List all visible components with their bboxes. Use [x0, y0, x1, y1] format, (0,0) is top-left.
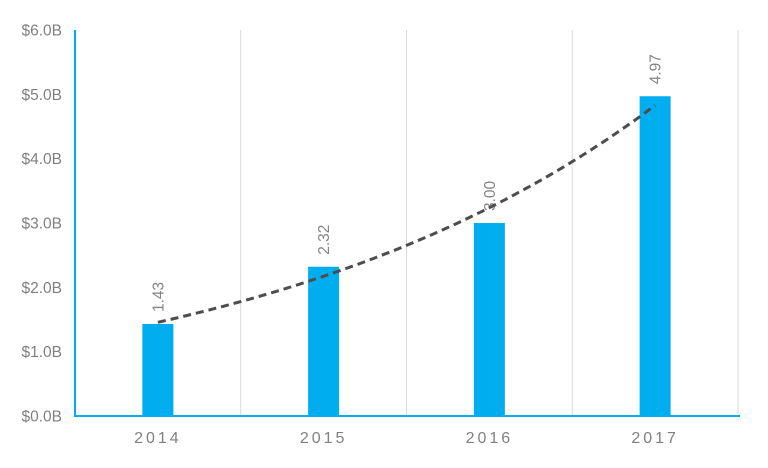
bar-2017 [639, 96, 671, 416]
y-tick-label: $6.0B [21, 23, 62, 40]
y-tick-label: $3.0B [21, 216, 62, 233]
y-tick-label: $1.0B [21, 344, 62, 361]
x-tick-label-2014: 2014 [134, 430, 182, 447]
bar-2016 [473, 223, 505, 416]
y-tick-label: $4.0B [21, 151, 62, 168]
exponential-trendline [157, 104, 656, 324]
bar-2015 [308, 266, 340, 416]
data-label-2016: 3.00 [482, 180, 499, 211]
x-tick-label-2016: 2016 [466, 430, 514, 447]
bar-2014 [142, 324, 174, 416]
x-tick-label-2017: 2017 [631, 430, 679, 447]
data-label-2014: 1.43 [150, 282, 167, 312]
y-tick-label: $5.0B [21, 87, 62, 104]
data-label-2017: 4.97 [648, 54, 665, 84]
x-tick-label-2015: 2015 [300, 430, 348, 447]
data-label-2015: 2.32 [316, 225, 333, 255]
y-tick-label: $2.0B [21, 280, 62, 297]
y-tick-label: $0.0B [21, 409, 62, 426]
